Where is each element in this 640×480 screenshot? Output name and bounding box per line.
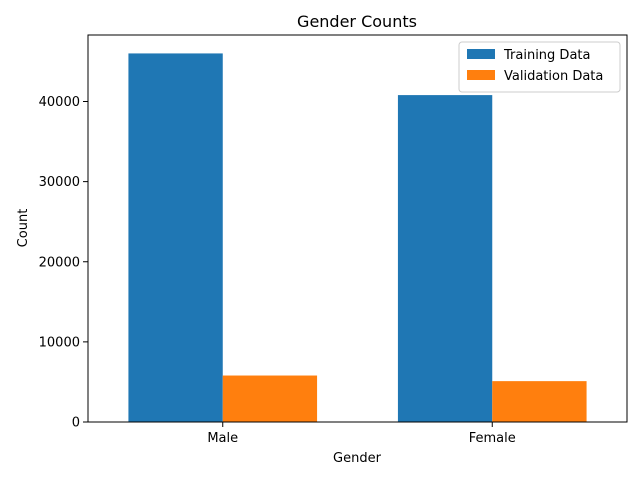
x-tick-label-female: Female (469, 431, 516, 446)
legend-label-training: Training Data (503, 48, 590, 63)
legend-swatch-training (467, 49, 495, 59)
y-axis-label: Count (16, 209, 31, 248)
bar-validation-data-female (492, 381, 587, 422)
y-tick-label: 10000 (39, 335, 80, 350)
bar-training-data-female (397, 95, 493, 422)
bar-validation-data-male (222, 375, 318, 422)
x-axis: Male Female (207, 422, 516, 446)
bar-training-data-male (128, 53, 223, 423)
bars-group (128, 53, 587, 423)
y-tick-label: 20000 (39, 255, 80, 270)
legend-box (458, 41, 621, 93)
y-tick-label: 40000 (39, 95, 80, 110)
legend-swatch-validation (467, 70, 495, 80)
y-axis: 0 10000 20000 30000 40000 (39, 95, 88, 431)
y-tick-label: 0 (72, 416, 80, 431)
y-tick-label: 30000 (39, 175, 80, 190)
legend: Training Data Validation Data (458, 41, 621, 93)
legend-label-validation: Validation Data (504, 69, 603, 84)
chart-title: Gender Counts (297, 12, 417, 31)
plot-frame (87, 34, 628, 423)
x-axis-label: Gender (333, 451, 382, 466)
x-tick-label-male: Male (207, 431, 238, 446)
